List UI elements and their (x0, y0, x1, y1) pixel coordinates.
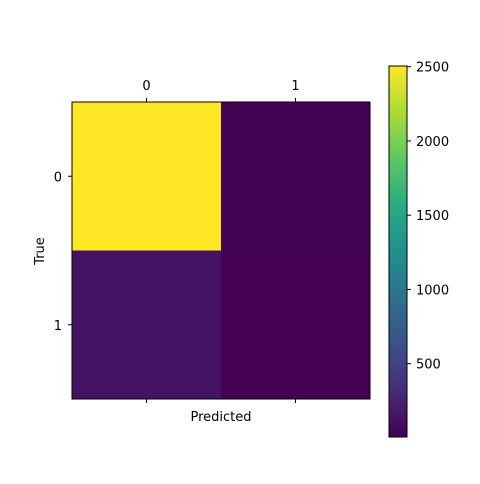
colorbar-tick-label: 2000 (416, 135, 449, 150)
colorbar-tick-label: 1000 (416, 283, 449, 298)
colorbar-tick-label: 2500 (416, 61, 449, 76)
colorbar (388, 65, 408, 438)
heatmap-cells (72, 102, 371, 400)
heatmap-cell-1-0 (72, 250, 222, 400)
y-tick-label: 0 (54, 170, 62, 185)
y-axis-label: True (33, 237, 48, 266)
y-axis-ticks: 01 (54, 170, 72, 334)
x-axis-label: Predicted (190, 410, 251, 425)
heatmap-cell-1-1 (221, 250, 371, 400)
heatmap-cell-0-0 (72, 102, 222, 251)
heatmap-cell-0-1 (221, 102, 371, 251)
x-tick-label: 0 (142, 79, 150, 94)
plot-frame (71, 101, 371, 400)
y-tick-label: 1 (54, 319, 62, 334)
x-tick-label: 1 (291, 79, 299, 94)
colorbar-tick-label: 500 (416, 358, 441, 373)
colorbar-ticks: 500 1000 1500 2000 2500 (407, 61, 449, 373)
colorbar-tick-label: 1500 (416, 209, 449, 224)
